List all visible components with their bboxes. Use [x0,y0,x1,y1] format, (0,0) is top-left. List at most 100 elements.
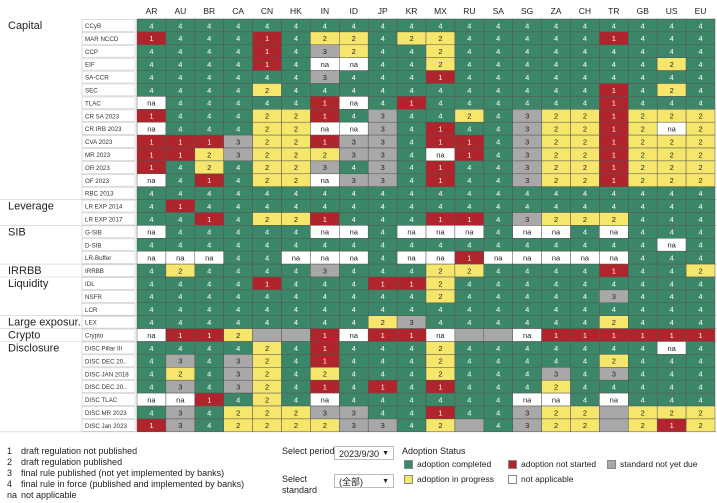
cell-value: 4 [670,305,674,314]
standard-select[interactable]: (全部) ▼ [334,474,394,488]
cell-value: 4 [294,73,298,82]
row-label-box[interactable] [81,419,136,432]
row-label: LR EXP 2017 [85,217,123,224]
cell-value: 4 [294,383,298,392]
row-label-box[interactable] [81,70,136,84]
cell-value: 4 [467,21,471,30]
row-label-box[interactable] [81,238,136,252]
row-label-box[interactable] [81,225,136,239]
cell-value: 4 [496,395,500,404]
cell-value: 4 [265,254,269,263]
legend-item: na not applicable [7,490,77,500]
row-label-box[interactable] [81,277,136,290]
cell-value: 4 [496,99,500,108]
heat-cell[interactable] [252,328,282,342]
row-label-box[interactable] [81,83,136,97]
row-label: CVA 2023 [85,139,113,146]
heat-cell[interactable] [454,328,485,342]
cell-value: 4 [496,47,500,56]
cell-value: 4 [641,370,645,379]
cell-value: 4 [236,112,240,121]
row-label-box[interactable] [81,44,136,58]
cell-value: 4 [236,176,240,185]
row-label-box[interactable] [81,161,136,174]
cell-value: 4 [381,60,385,69]
cell-value: 3 [352,150,356,159]
cell-value: 2 [583,215,587,224]
cell-value: 4 [583,395,587,404]
cell-value: 4 [641,266,645,275]
cell-value: 2 [294,215,298,224]
row-label-box[interactable] [81,380,136,393]
row-label-box[interactable] [81,174,136,187]
cell-value: na [147,331,156,340]
cell-value: 4 [496,202,500,211]
row-label-box[interactable] [81,406,136,419]
status-item-not-due[interactable]: standard not yet due [607,459,698,470]
row-label-box[interactable] [81,290,136,303]
row-label-box[interactable] [81,251,136,264]
cell-value: 4 [641,318,645,327]
row-label-box[interactable] [81,341,136,355]
row-label-box[interactable] [81,328,136,342]
cell-value: 2 [352,34,356,43]
row-label-box[interactable] [81,212,136,226]
cell-value: 4 [698,395,702,404]
status-item-completed[interactable]: adoption completed [404,459,491,470]
row-label-box[interactable] [81,96,136,110]
heat-cell[interactable] [599,405,629,420]
status-item-na[interactable]: not applicable [508,474,573,485]
cell-value: 4 [698,370,702,379]
status-item-in-progress[interactable]: adoption in progress [404,474,494,485]
cell-value: 4 [178,176,182,185]
heat-cell[interactable] [685,418,716,433]
cell-value: 4 [236,125,240,134]
period-select[interactable]: 2023/9/30 ▼ [334,446,394,460]
cell-value: 4 [207,383,211,392]
cell-value: 3 [323,47,327,56]
cell-value: 1 [554,331,558,340]
heat-cell[interactable] [483,328,513,342]
heat-cell[interactable] [454,418,485,433]
cell-value: 4 [583,228,587,237]
row-label-box[interactable] [81,264,136,277]
cell-value: 4 [496,408,500,417]
row-label-box[interactable] [81,32,136,45]
cell-value: 4 [236,73,240,82]
row-label-box[interactable] [81,302,136,316]
cell-value: 4 [149,279,153,288]
heat-cell[interactable] [599,418,629,433]
cell-value: 4 [265,305,269,314]
row-label-box[interactable] [81,367,136,380]
col-header-cn: CN [261,6,273,16]
heat-cell[interactable] [281,328,311,342]
row-label-box[interactable] [81,393,136,406]
row-label-box[interactable] [81,109,136,123]
cell-value: 2 [698,408,702,417]
row-label-box[interactable] [81,199,136,213]
cell-value: 4 [381,99,385,108]
legend-item: 3 final rule published (not yet implement… [7,468,224,478]
row-label-box[interactable] [81,57,136,71]
row-label-box[interactable] [81,122,136,135]
row-label-box[interactable] [81,186,136,200]
cell-value: 4 [352,112,356,121]
cell-value: 4 [207,125,211,134]
cell-value: 4 [496,241,500,250]
cell-value: na [321,254,330,263]
cell-value: 4 [149,357,153,366]
cell-value: na [436,254,445,263]
row-label-box[interactable] [81,135,136,148]
status-item-not-started[interactable]: adoption not started [508,459,596,470]
row-label-box[interactable] [81,148,136,161]
row-label-box[interactable] [81,19,136,32]
row-label: DISC DEC 20.. [85,384,127,391]
cell-value: 4 [149,73,153,82]
cell-value: 2 [583,112,587,121]
cell-value: 4 [612,383,616,392]
row-label-box[interactable] [81,354,136,368]
row-label-box[interactable] [81,315,136,329]
row-label: CR SA 2023 [85,113,120,120]
cell-value: 4 [352,305,356,314]
cell-value: 2 [438,279,442,288]
